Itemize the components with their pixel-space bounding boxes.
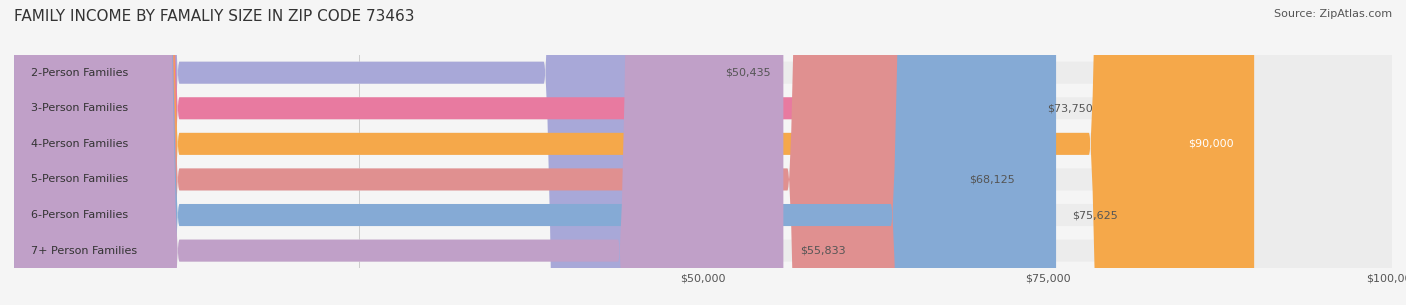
FancyBboxPatch shape <box>14 0 1392 305</box>
Text: $75,625: $75,625 <box>1073 210 1118 220</box>
FancyBboxPatch shape <box>14 0 783 305</box>
Text: $55,833: $55,833 <box>800 246 845 256</box>
FancyBboxPatch shape <box>14 0 709 305</box>
FancyBboxPatch shape <box>14 0 1392 305</box>
FancyBboxPatch shape <box>14 0 1031 305</box>
Text: 4-Person Families: 4-Person Families <box>31 139 128 149</box>
Text: $68,125: $68,125 <box>969 174 1015 185</box>
Text: $90,000: $90,000 <box>1188 139 1233 149</box>
Text: FAMILY INCOME BY FAMALIY SIZE IN ZIP CODE 73463: FAMILY INCOME BY FAMALIY SIZE IN ZIP COD… <box>14 9 415 24</box>
Text: 3-Person Families: 3-Person Families <box>31 103 128 113</box>
FancyBboxPatch shape <box>14 0 1392 305</box>
FancyBboxPatch shape <box>14 0 1254 305</box>
FancyBboxPatch shape <box>14 0 953 305</box>
FancyBboxPatch shape <box>14 0 1392 305</box>
FancyBboxPatch shape <box>14 0 1392 305</box>
Text: 7+ Person Families: 7+ Person Families <box>31 246 136 256</box>
Text: $73,750: $73,750 <box>1047 103 1092 113</box>
Text: 5-Person Families: 5-Person Families <box>31 174 128 185</box>
Text: $50,435: $50,435 <box>725 68 770 78</box>
Text: 6-Person Families: 6-Person Families <box>31 210 128 220</box>
Text: Source: ZipAtlas.com: Source: ZipAtlas.com <box>1274 9 1392 19</box>
FancyBboxPatch shape <box>14 0 1392 305</box>
Text: 2-Person Families: 2-Person Families <box>31 68 128 78</box>
FancyBboxPatch shape <box>14 0 1056 305</box>
